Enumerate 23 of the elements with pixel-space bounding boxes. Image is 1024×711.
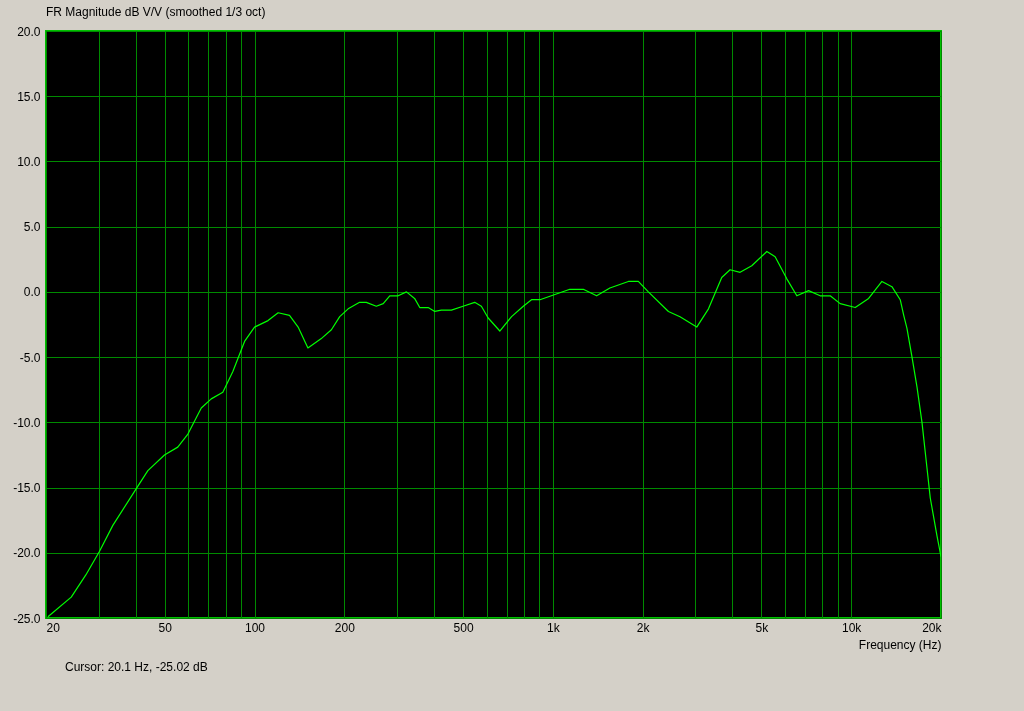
x-tick-label: 10k <box>842 620 863 635</box>
x-tick-label: 50 <box>158 620 173 635</box>
x-tick-label: 20k <box>922 620 943 635</box>
y-tick-label: -20.0 <box>13 546 41 561</box>
text: Cursor: 20.1 Hz, -25.02 dB <box>65 660 208 674</box>
x-axis-title: Frequency (Hz) <box>858 637 942 652</box>
y-tick-label: 20.0 <box>17 24 41 39</box>
y-tick-label: 5.0 <box>23 220 41 235</box>
x-tick-label: 2k <box>636 620 651 635</box>
x-tick-label: 200 <box>334 620 356 635</box>
y-tick-label: -5.0 <box>19 350 41 365</box>
x-tick-label: 1k <box>547 620 561 635</box>
y-tick-label: -10.0 <box>13 415 41 430</box>
y-tick-label: 10.0 <box>17 154 41 169</box>
chart-title: FR Magnitude dB V/V (smoothed 1/3 oct) <box>46 5 266 19</box>
y-tick-label: -15.0 <box>13 481 41 496</box>
y-tick-label: -25.0 <box>13 611 41 626</box>
x-tick-label: 100 <box>245 620 266 635</box>
x-tick-label: 500 <box>453 620 474 635</box>
y-tick-label: 0.0 <box>23 285 41 300</box>
y-tick-label: 15.0 <box>17 89 41 104</box>
x-tick-label: 20 <box>46 620 61 635</box>
x-tick-label: 5k <box>755 620 770 635</box>
